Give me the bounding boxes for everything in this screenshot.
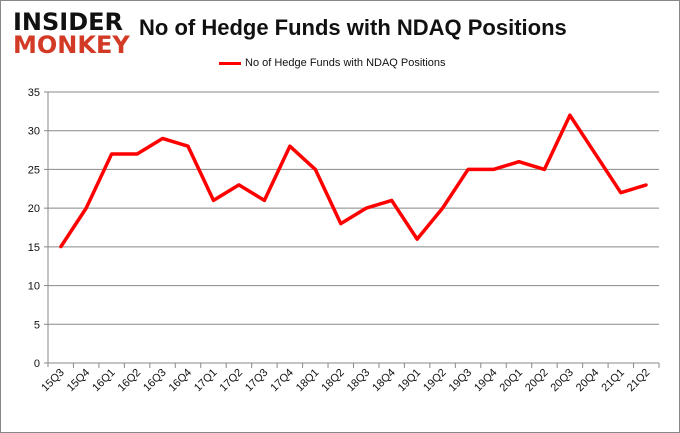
x-tick-label: 18Q4 [370, 367, 398, 395]
series-line [59, 113, 647, 248]
data-point [364, 206, 368, 210]
x-tick-label: 15Q3 [39, 367, 67, 395]
x-tick-label: 16Q1 [90, 367, 118, 395]
x-tick-label: 19Q3 [447, 367, 475, 395]
x-tick-label: 17Q4 [268, 367, 296, 395]
x-tick-label: 16Q3 [141, 367, 169, 395]
data-point [161, 136, 165, 140]
data-point [59, 245, 63, 249]
data-point [84, 206, 88, 210]
data-point [619, 191, 623, 195]
logo-line1: INSIDER [13, 8, 124, 36]
x-tick-label: 21Q2 [625, 367, 653, 395]
legend-label: No of Hedge Funds with NDAQ Positions [245, 57, 446, 69]
data-point [517, 160, 521, 164]
insider-monkey-logo: INSIDER MONKEY [13, 8, 130, 59]
data-point [186, 144, 190, 148]
data-point [441, 206, 445, 210]
y-tick-label: 15 [28, 242, 40, 254]
x-tick-label: 16Q2 [116, 367, 144, 395]
x-tick-label: 15Q4 [65, 367, 93, 395]
data-point [568, 113, 572, 117]
legend-swatch [219, 61, 241, 65]
x-tick-label: 16Q4 [167, 367, 195, 395]
data-point [110, 152, 114, 156]
x-tick-label: 19Q1 [396, 367, 424, 395]
x-tick-label: 19Q4 [472, 367, 500, 395]
data-point [339, 222, 343, 226]
y-tick-label: 35 [28, 87, 40, 99]
data-point [542, 167, 546, 171]
data-point [390, 198, 394, 202]
y-tick-label: 0 [34, 358, 40, 370]
data-point [415, 237, 419, 241]
y-tick-label: 5 [34, 319, 40, 331]
data-point [313, 167, 317, 171]
x-tick-label: 17Q1 [192, 367, 220, 395]
y-tick-label: 30 [28, 126, 40, 138]
x-tick-label: 18Q1 [294, 367, 322, 395]
x-tick-label: 18Q3 [345, 367, 373, 395]
y-tick-label: 25 [28, 164, 40, 176]
data-point [644, 183, 648, 187]
x-tick-label: 18Q2 [319, 367, 347, 395]
data-point [135, 152, 139, 156]
data-point [237, 183, 241, 187]
x-tick-label: 20Q1 [498, 367, 526, 395]
legend: No of Hedge Funds with NDAQ Positions [219, 57, 446, 69]
x-tick-label: 20Q2 [523, 367, 551, 395]
x-tick-label: 20Q3 [548, 367, 576, 395]
x-tick-label: 19Q2 [421, 367, 449, 395]
x-tick-label: 17Q2 [218, 367, 246, 395]
logo-line2: MONKEY [13, 30, 130, 59]
y-tick-label: 20 [28, 203, 40, 215]
data-point [466, 167, 470, 171]
data-point [288, 144, 292, 148]
x-tick-label: 20Q4 [574, 367, 602, 395]
data-point [593, 152, 597, 156]
data-point [262, 198, 266, 202]
data-point [211, 198, 215, 202]
x-tick-label: 17Q3 [243, 367, 271, 395]
y-tick-label: 10 [28, 281, 40, 293]
x-tick-label: 21Q1 [599, 367, 627, 395]
data-point [492, 167, 496, 171]
chart-title: No of Hedge Funds with NDAQ Positions [139, 15, 567, 40]
